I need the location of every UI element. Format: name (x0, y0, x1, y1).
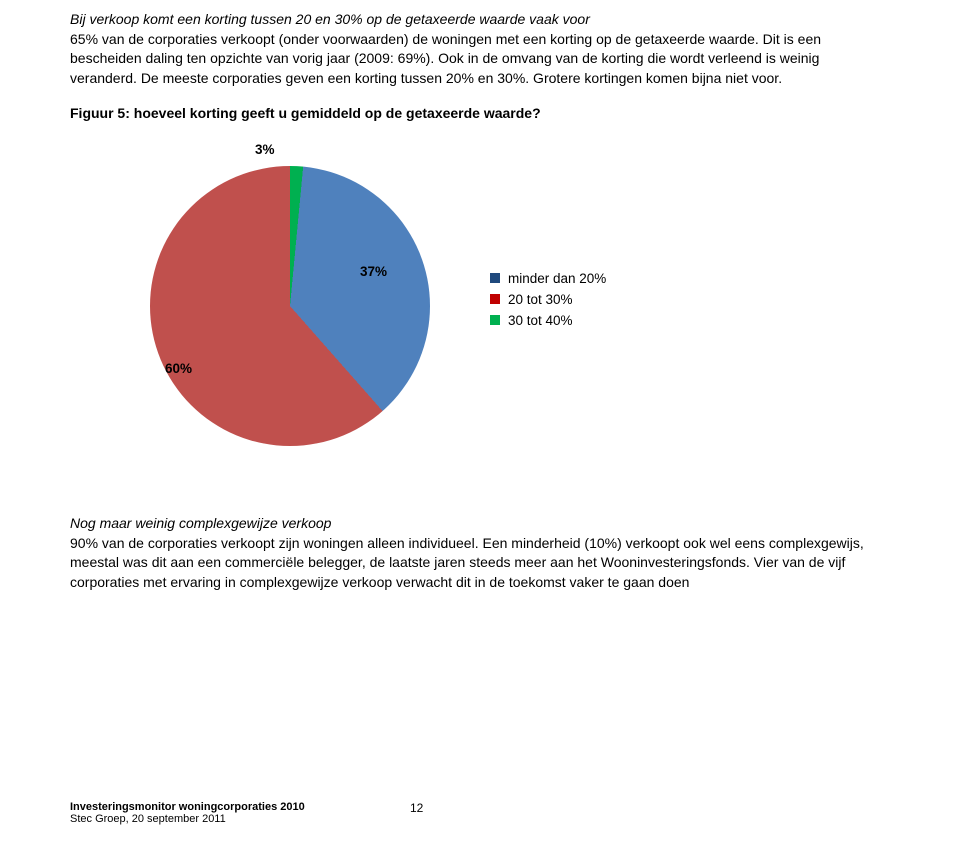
pie-slice-label: 60% (165, 361, 192, 376)
legend-swatch (490, 294, 500, 304)
legend-label: 30 tot 40% (508, 313, 573, 328)
pie-slice-label: 3% (255, 142, 275, 157)
figure-title: Figuur 5: hoeveel korting geeft u gemidd… (70, 104, 890, 124)
legend-swatch (490, 315, 500, 325)
footer-line2: Stec Groep, 20 september 2011 (70, 813, 890, 825)
legend-item: 20 tot 30% (490, 292, 606, 307)
footer-line1: Investeringsmonitor woningcorporaties 20… (70, 801, 890, 813)
legend-swatch (490, 273, 500, 283)
intro-body-text: 65% van de corporaties verkoopt (onder v… (70, 30, 890, 89)
legend-label: 20 tot 30% (508, 292, 573, 307)
intro-italic-text: Bij verkoop komt een korting tussen 20 e… (70, 10, 890, 30)
legend-item: minder dan 20% (490, 271, 606, 286)
second-body-text: 90% van de corporaties verkoopt zijn won… (70, 534, 890, 593)
legend-label: minder dan 20% (508, 271, 606, 286)
pie-slice-label: 37% (360, 264, 387, 279)
legend-item: 30 tot 40% (490, 313, 606, 328)
subheading: Nog maar weinig complexgewijze verkoop (70, 514, 890, 534)
pie-chart: 3% 37% 60% minder dan 20% 20 tot 30% 30 tot … (70, 136, 690, 486)
footer: Investeringsmonitor woningcorporaties 20… (70, 801, 890, 825)
chart-legend: minder dan 20% 20 tot 30% 30 tot 40% (490, 271, 606, 334)
pie-graphic (150, 166, 430, 446)
